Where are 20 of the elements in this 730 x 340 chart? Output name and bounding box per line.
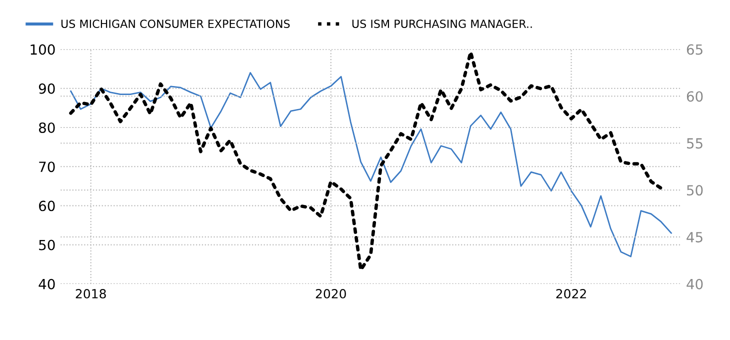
y-tick-label: 70 <box>39 162 55 172</box>
x-tick-label: 2020 <box>316 288 346 298</box>
x-tick-label: 2022 <box>556 288 586 298</box>
legend-label: US MICHIGAN CONSUMER EXPECTATIONS <box>61 20 290 28</box>
y2-tick-label: 50 <box>687 185 703 196</box>
y2-tick-label: 40 <box>686 278 703 290</box>
y-tick-label: 90 <box>38 83 55 94</box>
y-tick-label: 100 <box>30 44 55 55</box>
y-tick-label: 40 <box>38 278 55 290</box>
y-tick-label: 60 <box>39 200 55 212</box>
legend-label: US ISM PURCHASING MANAGER.. <box>352 20 532 28</box>
line-series <box>70 72 672 258</box>
y2-tick-label: 60 <box>686 91 703 102</box>
y2-tick-label: 45 <box>686 232 702 242</box>
y-tick-label: 50 <box>39 240 55 250</box>
y2-tick-label: 55 <box>687 138 702 149</box>
line-series <box>69 50 663 272</box>
y-tick-label: 80 <box>38 122 55 133</box>
y2-tick-label: 65 <box>686 44 702 55</box>
x-tick-label: 2018 <box>76 288 106 298</box>
